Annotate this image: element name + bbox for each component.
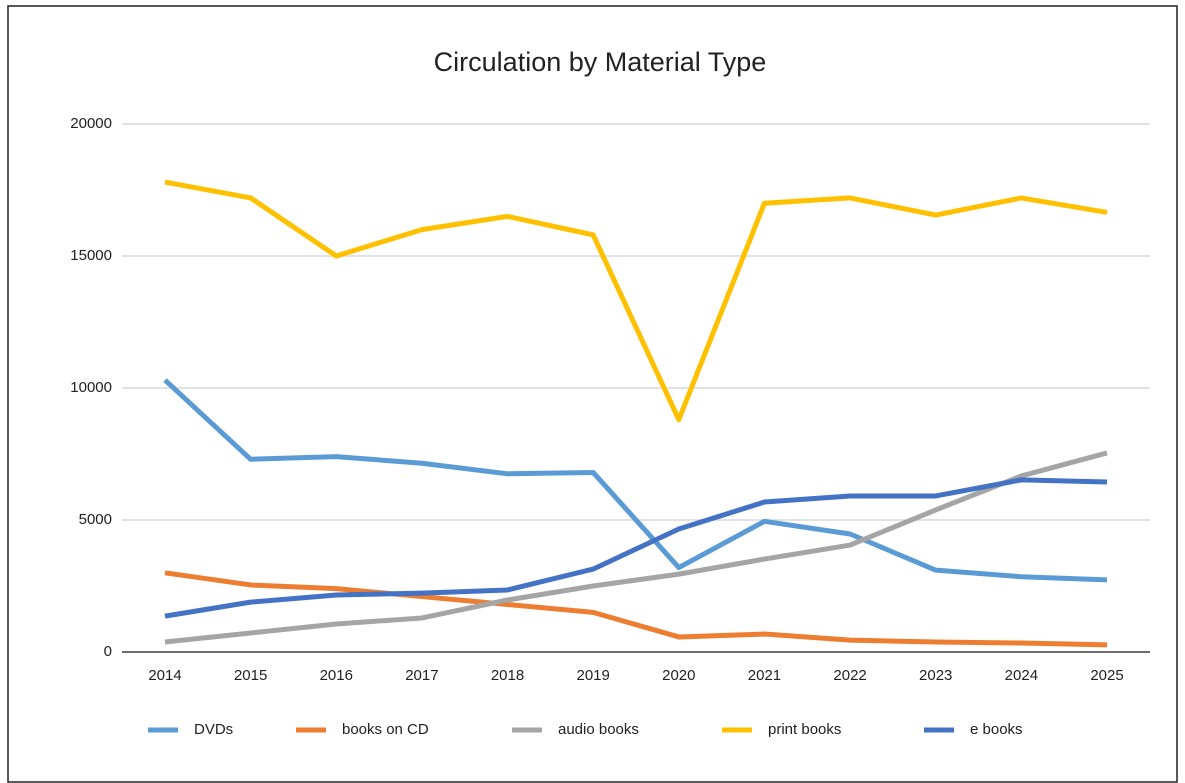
x-tick-label: 2025 [1090, 667, 1123, 684]
x-tick-label: 2017 [405, 667, 438, 684]
x-tick-label: 2018 [491, 667, 524, 684]
x-tick-label: 2021 [748, 667, 781, 684]
series-line [164, 450, 1108, 645]
x-tick-label: 2016 [320, 667, 353, 684]
legend-label: DVDs [194, 721, 233, 738]
x-tick-label: 2014 [148, 667, 181, 684]
chart-title: Circulation by Material Type [434, 47, 767, 77]
x-tick-label: 2020 [662, 667, 695, 684]
series-line [164, 477, 1108, 619]
x-tick-label: 2024 [1005, 667, 1038, 684]
x-tick-label: 2015 [234, 667, 267, 684]
x-tick-label: 2019 [576, 667, 609, 684]
legend-label: books on CD [342, 721, 429, 738]
x-tick-label: 2022 [833, 667, 866, 684]
y-tick-label: 20000 [70, 115, 112, 132]
y-tick-label: 0 [104, 643, 112, 660]
x-tick-label: 2023 [919, 667, 952, 684]
legend-label: audio books [558, 721, 639, 738]
y-tick-label: 15000 [70, 247, 112, 264]
legend-label: print books [768, 721, 841, 738]
series-line [163, 378, 1108, 583]
y-tick-label: 10000 [70, 379, 112, 396]
series-line [164, 179, 1108, 423]
y-tick-label: 5000 [79, 511, 112, 528]
series-line [164, 570, 1108, 648]
legend-label: e books [970, 721, 1023, 738]
